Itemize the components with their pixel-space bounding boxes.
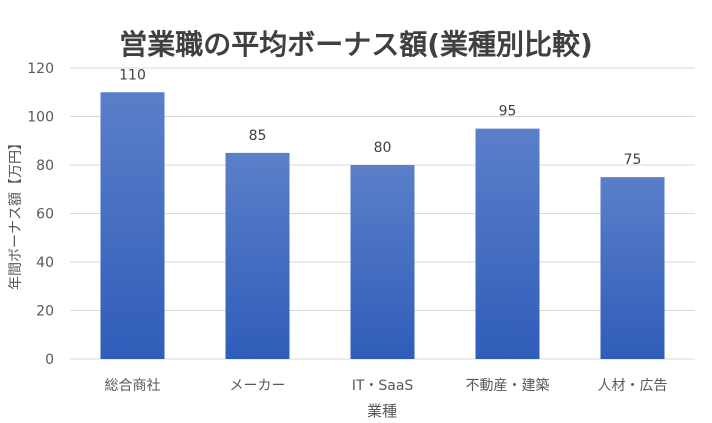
y-tick-label: 80 [36, 158, 54, 174]
data-label: 80 [374, 140, 392, 156]
bar [100, 92, 165, 359]
y-tick-label: 20 [36, 304, 54, 320]
bar [225, 152, 290, 359]
bar [600, 177, 665, 359]
y-tick-label: 120 [27, 61, 54, 77]
data-label: 110 [119, 67, 146, 83]
x-tick-label: メーカー [230, 378, 286, 394]
y-tick-label: 0 [45, 352, 54, 368]
y-axis-label: 年間ボーナス額【万円】 [8, 136, 24, 290]
bar [475, 128, 540, 359]
y-axis-tick-labels: 0 20 40 60 80 100 120 [27, 61, 54, 368]
data-label: 95 [499, 104, 517, 120]
x-axis-label: 業種 [367, 402, 397, 420]
data-label: 85 [249, 128, 267, 144]
x-tick-label: IT・SaaS [352, 378, 414, 394]
x-tick-label: 総合商社 [105, 378, 161, 394]
y-tick-label: 40 [36, 255, 54, 271]
data-labels: 110 85 80 95 75 [119, 67, 641, 168]
x-axis-tick-labels: 総合商社 メーカー IT・SaaS 不動産・建築 人材・広告 [105, 378, 668, 394]
x-tick-label: 不動産・建築 [466, 378, 550, 394]
chart-title: 営業職の平均ボーナス額(業種別比較) [119, 28, 593, 61]
x-tick-label: 人材・広告 [598, 378, 668, 394]
bar [350, 165, 415, 359]
y-tick-label: 60 [36, 207, 54, 223]
y-tick-label: 100 [27, 110, 54, 126]
data-label: 75 [624, 152, 642, 168]
bars [100, 92, 665, 359]
